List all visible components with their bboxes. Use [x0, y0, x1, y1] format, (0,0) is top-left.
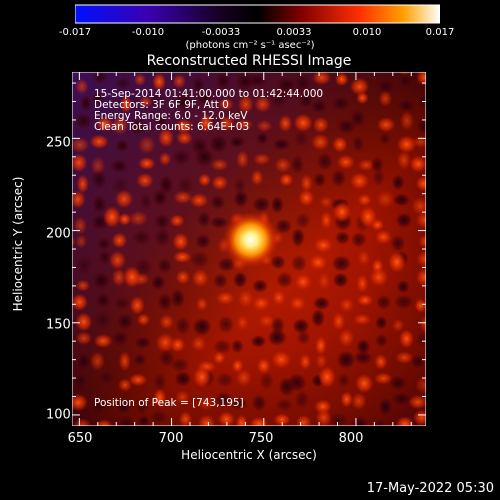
info-time-range: 15-Sep-2014 01:41:00.000 to 01:42:44.000	[94, 88, 324, 100]
colorbar-tick: 0.010	[352, 27, 382, 38]
info-detectors: Detectors: 3F 6F 9F, Att 0	[94, 99, 229, 111]
colorbar-tick: -0.017	[58, 27, 92, 38]
info-peak-position: Position of Peak = [743,195]	[94, 397, 244, 409]
image-title: Reconstructed RHESSI Image	[146, 53, 352, 69]
y-tick-label: 200	[46, 226, 71, 242]
colorbar-tick: -0.010	[131, 27, 165, 38]
colorbar-tick: -0.0033	[201, 27, 241, 38]
datestamp: 17-May-2022 05:30	[366, 481, 494, 496]
x-tick-label: 650	[67, 431, 93, 446]
info-energy-range: Energy Range: 6.0 - 12.0 keV	[94, 110, 248, 122]
colorbar	[75, 4, 440, 24]
reconstructed-image-plot	[72, 72, 426, 426]
x-tick-label: 700	[158, 431, 184, 446]
colorbar-tick: 0.0033	[276, 27, 312, 38]
colorbar-tick: 0.017	[425, 27, 455, 38]
x-tick-label: 750	[248, 431, 274, 446]
y-tick-label: 150	[46, 317, 71, 333]
x-tick-label: 800	[338, 431, 364, 446]
x-axis-label: Heliocentric X (arcsec)	[181, 448, 317, 462]
info-total-counts: Clean Total counts: 6.64E+03	[94, 121, 250, 133]
y-axis-label: Heliocentric Y (arcsec)	[11, 176, 25, 312]
y-tick-label: 100	[46, 407, 71, 423]
y-tick-label: 250	[46, 135, 71, 151]
colorbar-units: (photons cm⁻² s⁻¹ asec⁻²)	[185, 40, 315, 51]
